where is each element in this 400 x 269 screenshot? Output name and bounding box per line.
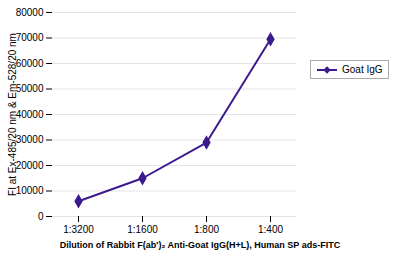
svg-text:50000: 50000: [16, 83, 44, 94]
svg-text:60000: 60000: [16, 58, 44, 69]
svg-text:30000: 30000: [16, 134, 44, 145]
svg-text:1:3200: 1:3200: [63, 224, 94, 235]
svg-text:0: 0: [38, 211, 44, 222]
svg-text:80000: 80000: [16, 7, 44, 18]
svg-text:1:1600: 1:1600: [127, 224, 158, 235]
svg-text:1:800: 1:800: [194, 224, 219, 235]
svg-text:10000: 10000: [16, 185, 44, 196]
svg-text:40000: 40000: [16, 109, 44, 120]
html-text:Dilution of Rabbit F(ab')₂ Ant: Dilution of Rabbit F(ab')₂ Anti-Goat IgG…: [59, 240, 341, 250]
svg-text:FI at Ex-485/20 nm & Em-528/20: FI at Ex-485/20 nm & Em-528/20 nm: [7, 33, 18, 196]
html-text:Goat IgG: Goat IgG: [342, 64, 383, 75]
svg-text:1:400: 1:400: [258, 224, 283, 235]
svg-text:70000: 70000: [16, 32, 44, 43]
svg-text:20000: 20000: [16, 160, 44, 171]
